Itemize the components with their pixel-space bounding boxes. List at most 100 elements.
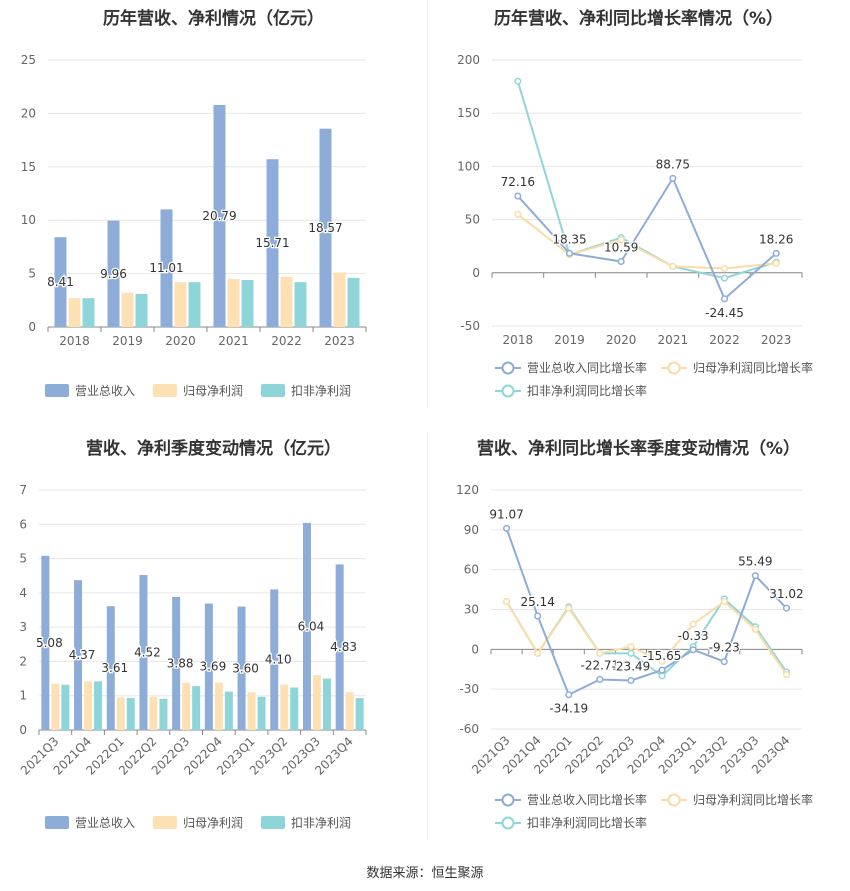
bar-扣非净利润 — [257, 696, 266, 730]
data-point — [689, 646, 697, 654]
legend-marker — [501, 816, 515, 830]
data-point — [720, 658, 728, 666]
data-point — [720, 264, 729, 273]
y-tick-label: 25 — [21, 53, 36, 67]
y-tick-label: 120 — [456, 483, 479, 497]
bar-扣非净利润 — [94, 681, 103, 730]
bar-扣非净利润 — [347, 277, 360, 327]
chart-title: 营收、净利季度变动情况（亿元） — [86, 439, 341, 459]
chart-title: 营收、净利同比增长率季度变动情况（%） — [476, 439, 801, 459]
vertical-divider-top — [427, 0, 428, 408]
legend-label: 归母净利润 — [183, 384, 243, 398]
bar-归母净利润 — [312, 675, 321, 730]
data-point — [720, 597, 728, 606]
x-tick-label: 2023 — [324, 334, 355, 348]
bar-营业总收入 — [106, 606, 115, 730]
annual-amount-svg: 0 5 10 15 20 25 2018 2019 2020 2021 2022 2023 8.41 9.… — [21, 53, 367, 398]
annual-growth-chart: 历年营收、净利同比增长率情况（%） -50 0 50 100 150 200 2018 201… — [427, 0, 850, 410]
bar-扣非净利润 — [61, 684, 70, 730]
bar-营业总收入 — [335, 564, 344, 730]
data-point — [514, 210, 522, 218]
data-label: -22.71 — [581, 658, 620, 672]
data-label: 9.96 — [100, 267, 127, 281]
data-point — [658, 672, 666, 680]
data-label: 18.26 — [759, 232, 793, 246]
bar-归母净利润 — [174, 282, 187, 327]
x-tick-label: 2020 — [606, 333, 637, 347]
y-tick-label: 0 — [19, 723, 27, 737]
bar-营业总收入 — [172, 596, 181, 730]
x-tick-label: 2020 — [165, 334, 196, 348]
data-label: 3.61 — [101, 661, 128, 675]
legend-label: 归母净利润同比增长率 — [693, 792, 813, 807]
bar-归母净利润 — [280, 684, 289, 730]
bar-营业总收入 — [270, 589, 279, 730]
x-tick-label: 2021 — [218, 334, 249, 348]
x-tick-label: 2023 — [761, 333, 792, 347]
legend-label: 扣非净利润 — [291, 816, 351, 830]
data-point — [514, 192, 522, 200]
y-tick-label: 10 — [21, 213, 36, 227]
legend-marker — [667, 793, 681, 807]
bar-营业总收入 — [204, 603, 213, 730]
data-label: 4.37 — [69, 648, 96, 662]
data-label: 25.14 — [520, 595, 554, 609]
y-tick-label: 4 — [19, 586, 27, 600]
bar-扣非净利润 — [188, 282, 201, 327]
quarterly-growth-svg: -60-3003060901202021Q32021Q42022Q12022Q2… — [456, 483, 813, 830]
y-tick-label: 30 — [464, 603, 479, 617]
data-label: 72.16 — [501, 175, 535, 189]
annual-growth-svg: -50 0 50 100 150 200 2018 2019 2020 2021 2022 2023 7… — [457, 53, 813, 398]
bar-归母净利润 — [345, 692, 354, 730]
data-label: 11.01 — [149, 261, 183, 275]
data-point — [669, 262, 677, 270]
legend-label: 营业总收入同比增长率 — [527, 360, 647, 375]
data-point — [534, 649, 542, 657]
bar-营业总收入 — [266, 159, 279, 327]
legend-label: 扣非净利润 — [291, 384, 351, 398]
bar-归母净利润 — [51, 683, 60, 730]
data-point — [565, 604, 573, 612]
y-tick-label: 3 — [19, 620, 27, 634]
data-point — [503, 597, 511, 606]
x-tick-label: 2019 — [112, 334, 143, 348]
y-tick-label: 20 — [21, 106, 36, 120]
y-tick-label: 2 — [19, 654, 27, 668]
legend-marker — [501, 361, 515, 375]
data-point — [534, 612, 542, 620]
data-label: 3.69 — [199, 660, 226, 674]
data-point — [751, 572, 759, 580]
bar-营业总收入 — [139, 575, 148, 730]
data-label: 3.60 — [232, 661, 259, 675]
y-tick-label: 0 — [472, 266, 480, 280]
bar-扣非净利润 — [294, 282, 307, 327]
data-label: 10.59 — [604, 241, 638, 255]
legend-label: 扣非净利润同比增长率 — [527, 815, 647, 830]
bar-归母净利润 — [227, 278, 240, 327]
bar-营业总收入 — [302, 522, 311, 730]
bar-归母净利润 — [121, 292, 134, 327]
bar-营业总收入 — [74, 580, 83, 730]
series-line-营业总收入同比增长率 — [505, 528, 788, 697]
bar-扣非净利润 — [290, 687, 299, 730]
data-label: 6.04 — [298, 619, 325, 633]
y-tick-label: 50 — [465, 213, 480, 227]
data-label: 31.02 — [769, 587, 803, 601]
legend-label: 营业总收入 — [75, 384, 135, 398]
data-label: -15.65 — [643, 649, 682, 663]
data-point — [782, 671, 791, 679]
bar-营业总收入 — [319, 128, 332, 327]
legend-label: 归母净利润同比增长率 — [693, 360, 813, 375]
legend-marker — [501, 793, 515, 807]
chart-title: 历年营收、净利同比增长率情况（%） — [493, 9, 784, 29]
y-tick-label: 6 — [19, 517, 27, 531]
series-line-归母净利润同比增长率 — [505, 600, 788, 676]
bar-营业总收入 — [237, 606, 246, 730]
bar-营业总收入 — [160, 209, 173, 327]
data-label: 4.52 — [134, 646, 161, 660]
data-point — [669, 174, 677, 182]
bar-归母净利润 — [116, 697, 125, 730]
bar-归母净利润 — [214, 682, 223, 730]
data-label: 4.83 — [330, 640, 357, 654]
data-point — [658, 657, 666, 665]
